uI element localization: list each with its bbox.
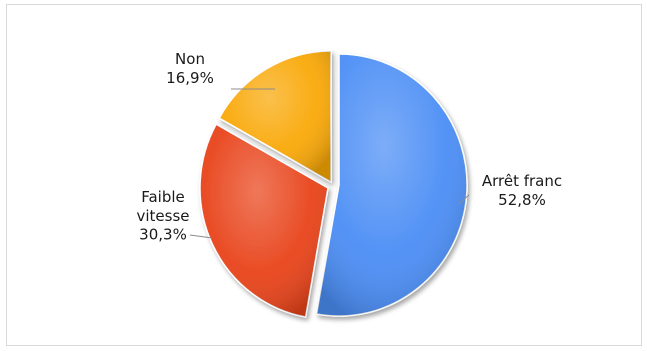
data-label-line: Non: [175, 50, 205, 68]
pie-slice-2: [199, 123, 329, 318]
leader-lines: [189, 88, 470, 239]
pie-slice-shading: [199, 124, 328, 317]
data-label: Faible vitesse 30,3%: [136, 188, 189, 244]
pie-slice-shading: [219, 51, 331, 182]
data-label-line: 30,3%: [139, 226, 187, 244]
data-label: Non 16,9%: [166, 50, 214, 87]
leader-line: [189, 234, 213, 239]
leader-line: [458, 194, 470, 205]
chart-frame: Arrêt franc 52,8% Faible vitesse 30,3% Non 16,…: [6, 4, 642, 346]
data-label-line: vitesse: [136, 207, 189, 225]
pie-chart: Arrêt franc 52,8% Faible vitesse 30,3% Non 16,…: [136, 50, 562, 318]
pie-slice-shading: [316, 54, 468, 317]
pie-slice-1: [315, 53, 468, 317]
slices-layer: [199, 50, 468, 318]
data-labels: Arrêt franc 52,8% Faible vitesse 30,3% Non 16,…: [136, 50, 562, 244]
data-label-line: 52,8%: [498, 191, 546, 209]
data-label-line: 16,9%: [166, 69, 214, 87]
data-label: Arrêt franc 52,8%: [482, 172, 562, 209]
data-label-line: Faible: [141, 188, 185, 206]
data-label-line: Arrêt franc: [482, 172, 562, 190]
pie-slice-3: [218, 50, 332, 184]
